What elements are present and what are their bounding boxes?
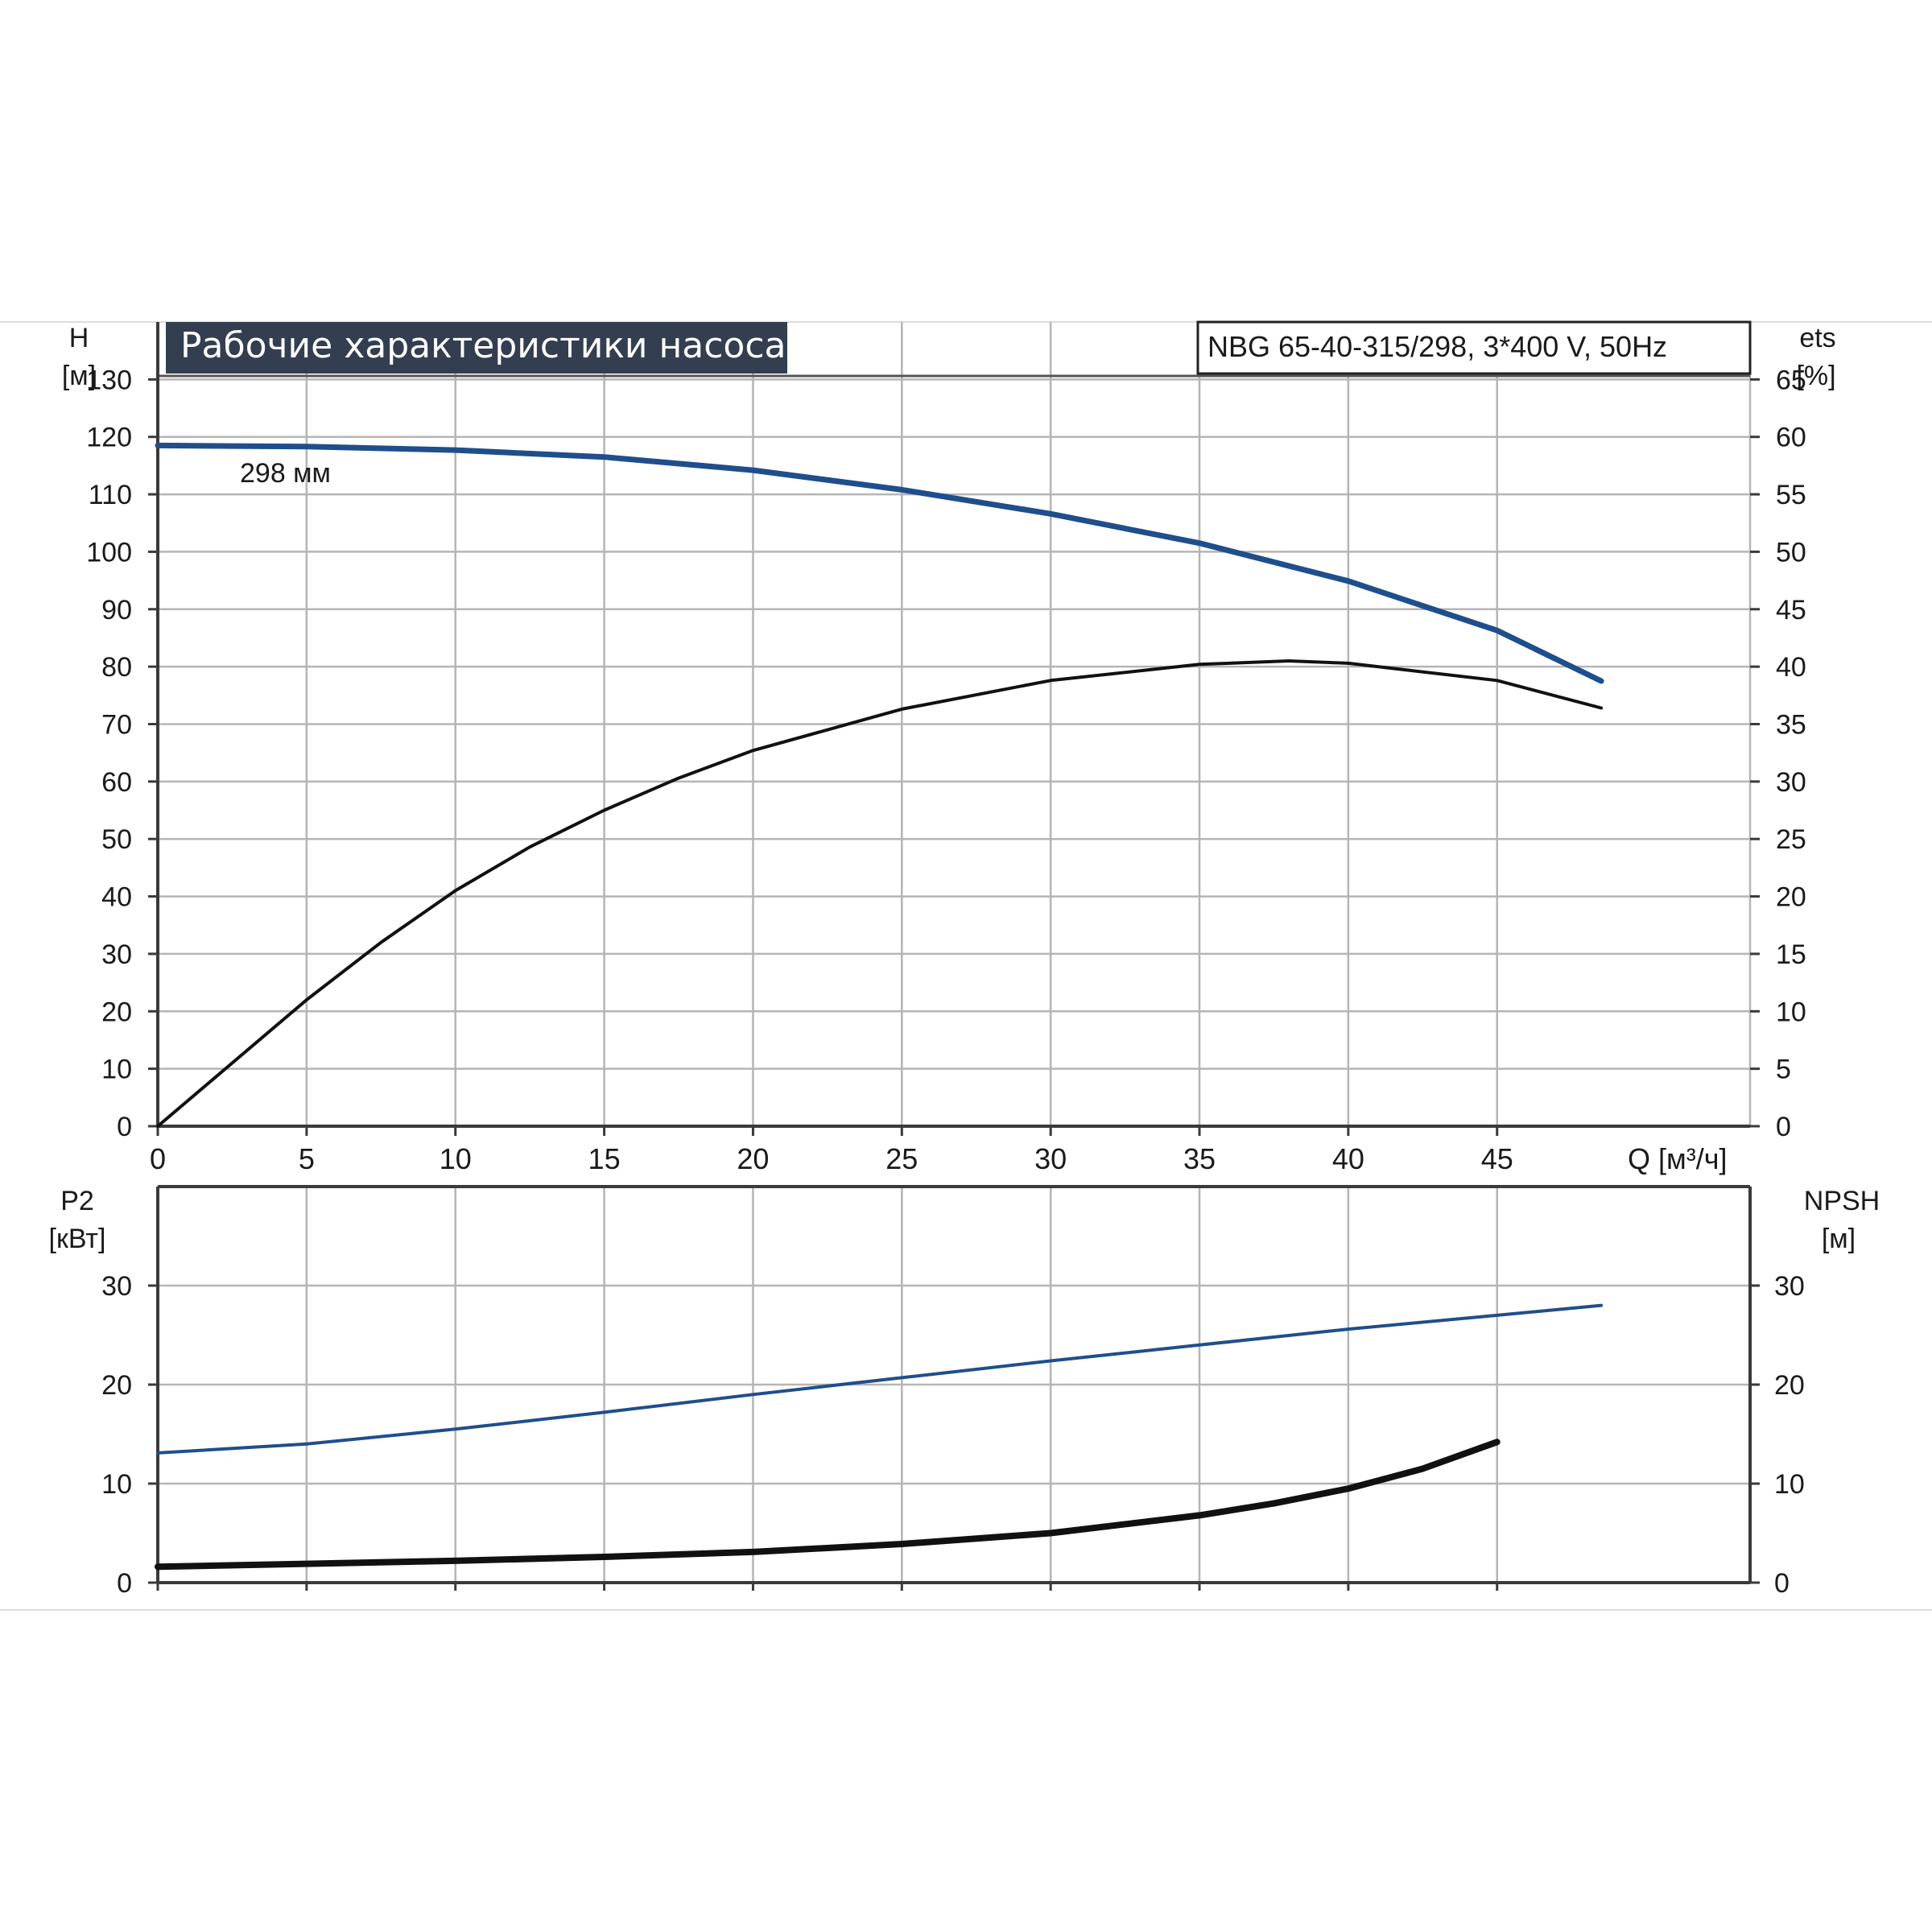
model-label-box (1196, 320, 1752, 375)
flow-tick-label: 40 (1332, 1142, 1364, 1175)
flow-tick-label: 15 (588, 1142, 621, 1175)
flow-tick-label: 35 (1183, 1142, 1216, 1175)
chart-title-box (166, 322, 787, 374)
npsh-tick-label: 20 (1774, 1370, 1805, 1401)
head-tick-label: 0 (117, 1112, 132, 1142)
power-tick-label: 10 (101, 1469, 132, 1500)
efficiency-tick-label: 15 (1776, 939, 1806, 970)
impeller-diameter-label: 298 мм (240, 458, 331, 489)
efficiency-tick-label: 50 (1776, 537, 1806, 568)
efficiency-tick-label: 0 (1776, 1112, 1791, 1142)
head-tick-label: 100 (86, 537, 132, 568)
head-panel-grid: 0102030405060708090100110120130051015202… (86, 322, 1806, 1175)
efficiency-tick-label: 55 (1776, 480, 1806, 510)
power-tick-label: 30 (101, 1271, 132, 1302)
head-tick-label: 80 (101, 652, 132, 683)
head-axis-symbol: H (69, 323, 89, 353)
npsh-tick-label: 30 (1774, 1271, 1805, 1302)
npsh-axis-symbol: NPSH (1804, 1186, 1880, 1216)
power-axis-unit: [кВт] (49, 1224, 106, 1254)
head-axis-unit: [м] (62, 361, 96, 391)
flow-tick-label: 0 (150, 1142, 166, 1175)
head-tick-label: 60 (101, 767, 132, 798)
npsh-tick-label: 0 (1774, 1568, 1790, 1599)
head-tick-label: 10 (101, 1055, 132, 1085)
power-curve-line (156, 1303, 1604, 1455)
head-tick-label: 120 (86, 423, 132, 453)
efficiency-tick-label: 20 (1776, 882, 1806, 913)
flow-tick-label: 20 (737, 1142, 769, 1175)
head-tick-label: 110 (89, 480, 132, 510)
efficiency-curve-line (156, 659, 1604, 1128)
efficiency-tick-label: 40 (1776, 652, 1806, 683)
npsh-tick-label: 10 (1774, 1469, 1805, 1500)
power-panel-grid: 0 10 20 30 0 10 20 30 (101, 1185, 1805, 1599)
efficiency-tick-label: 10 (1776, 997, 1806, 1027)
efficiency-tick-label: 45 (1776, 595, 1806, 625)
figure-frame (0, 321, 1932, 1611)
power-axis-symbol: P2 (60, 1186, 94, 1216)
flow-tick-label: 30 (1034, 1142, 1067, 1175)
efficiency-axis-symbol: ets (1799, 323, 1835, 353)
flow-axis-label: Q [м³/ч] (1628, 1142, 1728, 1175)
head-tick-label: 130 (86, 365, 132, 395)
head-tick-label: 70 (101, 710, 132, 741)
power-panel-series (155, 1303, 1604, 1571)
head-tick-label: 90 (101, 595, 132, 625)
flow-tick-label: 5 (299, 1142, 315, 1175)
efficiency-axis-unit: [%] (1796, 361, 1835, 391)
efficiency-tick-label: 60 (1776, 423, 1806, 453)
power-tick-label: 0 (117, 1568, 132, 1599)
head-tick-label: 20 (101, 997, 132, 1027)
flow-tick-label: 45 (1481, 1142, 1513, 1175)
efficiency-tick-label: 35 (1776, 710, 1806, 741)
head-panel-series (155, 442, 1604, 1128)
head-tick-label: 40 (101, 882, 132, 913)
efficiency-tick-label: 65 (1776, 365, 1806, 395)
efficiency-tick-label: 25 (1776, 824, 1806, 855)
efficiency-tick-label: 30 (1776, 767, 1806, 798)
model-label: NBG 65-40-315/298, 3*400 V, 50Hz (1208, 330, 1667, 363)
head-tick-label: 30 (101, 939, 132, 970)
head-curve-line (155, 442, 1604, 684)
efficiency-tick-label: 5 (1776, 1055, 1791, 1085)
npsh-curve-line (155, 1439, 1501, 1571)
flow-tick-label: 25 (886, 1142, 918, 1175)
head-tick-label: 50 (101, 824, 132, 855)
npsh-axis-unit: [м] (1822, 1224, 1856, 1254)
flow-tick-label: 10 (440, 1142, 472, 1175)
chart-title: Рабочие характеристики насоса (180, 325, 786, 366)
power-tick-label: 20 (101, 1370, 132, 1401)
